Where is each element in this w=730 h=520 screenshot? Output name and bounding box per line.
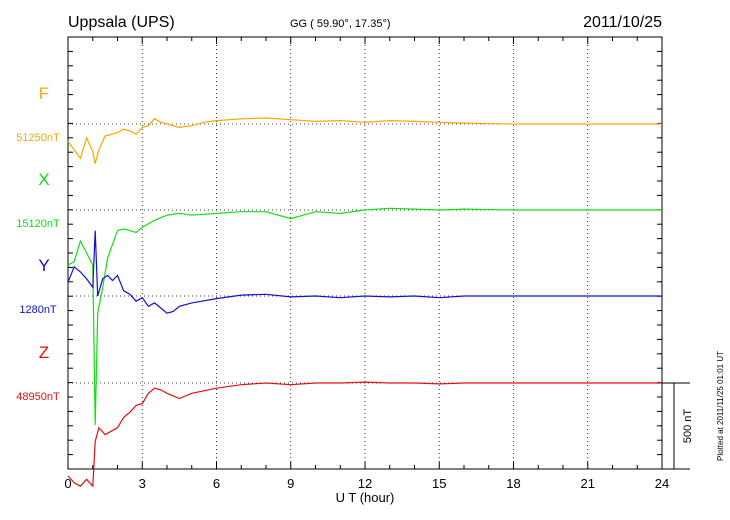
x-tick-label: 24: [655, 476, 669, 491]
x-tick-label: 9: [287, 476, 294, 491]
series-layer: [67, 117, 662, 488]
axis-ticks: [67, 37, 663, 470]
component-label-x: X: [38, 170, 49, 189]
x-tick-label: 12: [358, 476, 372, 491]
series-line-z: [67, 381, 662, 488]
series-line-x: [67, 207, 662, 426]
series-line-y: [67, 230, 662, 314]
x-tick-label: 18: [506, 476, 520, 491]
series-line-f: [67, 117, 662, 164]
x-tick-label: 15: [432, 476, 446, 491]
x-tick-label: 21: [581, 476, 595, 491]
component-label-z: Z: [39, 343, 49, 362]
station-title: Uppsala (UPS): [68, 14, 175, 31]
component-baseline-f: 51250nT: [16, 132, 60, 144]
component-baseline-y: 1280nT: [19, 304, 57, 316]
scale-bar: 500 nT: [662, 382, 694, 470]
plotted-timestamp: Plotted at 2011/11/25 01:01 UT: [716, 351, 725, 461]
component-baseline-x: 15120nT: [16, 218, 60, 230]
component-labels: F 51250nT X 15120nT Y 1280nT Z 48950nT: [16, 84, 60, 403]
x-axis-label: U T (hour): [336, 490, 395, 505]
grid: [68, 37, 662, 469]
x-tick-labels: 0 3 6 9 12 15 18 21 24: [64, 476, 669, 491]
station-coords: GG ( 59.90°, 17.35°): [290, 18, 391, 30]
component-label-y: Y: [38, 256, 49, 275]
x-tick-label: 3: [139, 476, 146, 491]
date-label: 2011/10/25: [583, 14, 662, 31]
component-baseline-z: 48950nT: [16, 391, 60, 403]
x-tick-label: 6: [213, 476, 220, 491]
scale-label: 500 nT: [682, 409, 694, 444]
component-label-f: F: [39, 84, 49, 103]
x-tick-label: 0: [64, 476, 71, 491]
